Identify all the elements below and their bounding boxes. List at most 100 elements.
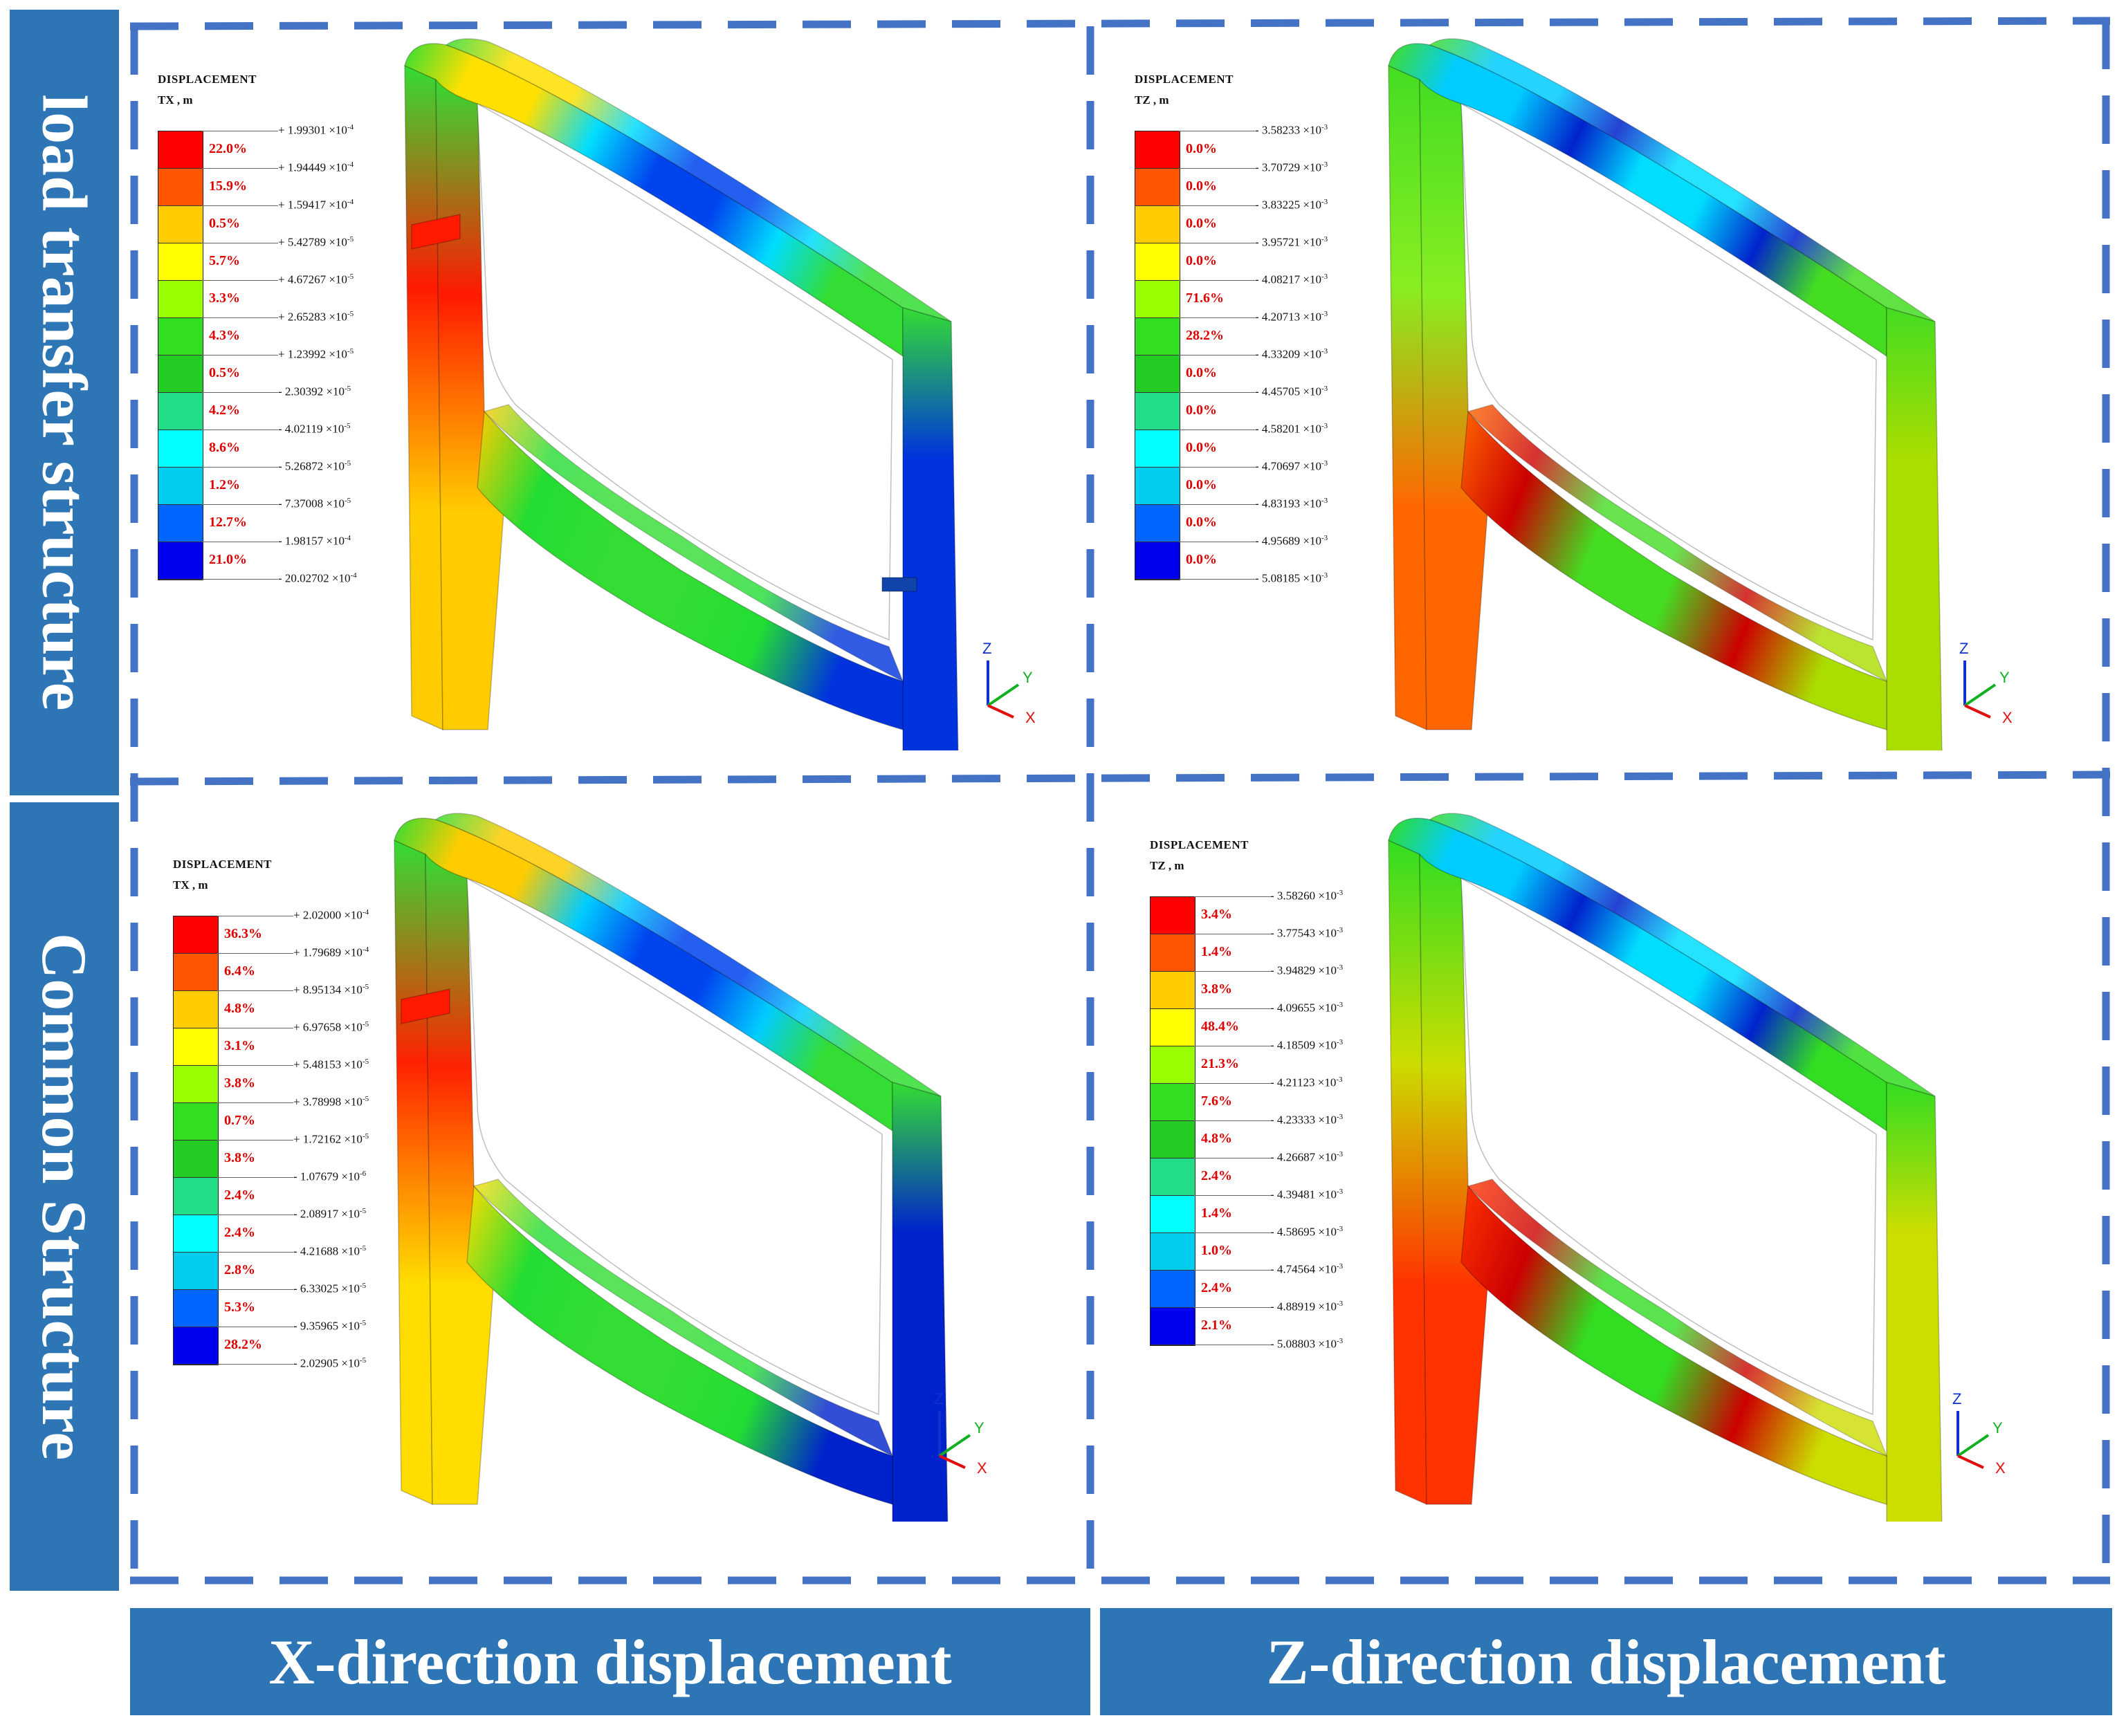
legend-percent: 28.2%	[1186, 328, 1224, 343]
legend-percent: 1.2%	[209, 477, 240, 492]
legend-component: TZ , m	[1150, 859, 1184, 872]
legend-swatch	[1135, 243, 1180, 281]
legend-swatch	[174, 954, 218, 991]
legend-value: + 2.02000 ×10-4	[293, 908, 369, 922]
axis-arrows	[1957, 1411, 1990, 1469]
bottom-beam-front	[1460, 1185, 1887, 1505]
top-beam-top	[445, 38, 952, 322]
bottom-beam-top	[1467, 1179, 1888, 1457]
frame-opening	[1460, 102, 1877, 641]
legend-percent: 36.3%	[224, 926, 262, 941]
z-axis-label: Z	[1952, 1390, 1962, 1407]
legend-value: - 6.33025 ×10-5	[293, 1282, 367, 1295]
legend-tick	[1194, 1083, 1270, 1084]
legend-tick	[1194, 1120, 1270, 1121]
legend-swatch	[158, 393, 203, 430]
legend-value: - 4.21688 ×10-5	[293, 1244, 367, 1258]
legend-value: - 3.58233 ×10-3	[1255, 123, 1328, 137]
legend-value: + 4.67267 ×10-5	[278, 273, 354, 286]
y-axis-label: Y	[974, 1419, 984, 1437]
contour-legend: DISPLACEMENT TX , m 22.0% 15.9% 0.5% 5.7% 3.3%…	[158, 73, 407, 600]
legend-swatch	[1151, 972, 1195, 1009]
legend-swatch	[1135, 169, 1180, 206]
x-axis-label: X	[1995, 1459, 2006, 1477]
legend-percent: 1.4%	[1201, 1206, 1232, 1221]
legend-value: - 7.37008 ×10-5	[278, 497, 351, 510]
displacement-contour-model	[1388, 813, 1943, 1522]
legend-value: + 2.65283 ×10-5	[278, 310, 354, 324]
top-beam-top	[434, 813, 942, 1097]
legend-value: - 4.09655 ×10-3	[1270, 1001, 1344, 1015]
legend-title: DISPLACEMENT	[173, 858, 272, 871]
legend-swatch	[1135, 430, 1180, 468]
legend-percent: 5.7%	[209, 253, 240, 268]
legend-swatch	[1135, 318, 1180, 355]
legend-swatch	[1135, 542, 1180, 580]
legend-swatch	[1135, 355, 1180, 393]
legend-tick	[1194, 1195, 1270, 1196]
legend-percent: 7.6%	[1201, 1093, 1232, 1109]
legend-percent: 3.1%	[224, 1038, 255, 1053]
legend-swatch	[1151, 1196, 1195, 1233]
legend-value: + 8.95134 ×10-5	[293, 983, 369, 997]
legend-swatch	[1151, 1158, 1195, 1196]
axis-triad: Z Y X	[927, 1390, 1003, 1477]
legend-swatch	[158, 131, 203, 169]
bracket-right	[881, 577, 917, 592]
column-label-z: Z-direction displacement	[1100, 1608, 2112, 1715]
legend-percent: 0.0%	[1186, 253, 1217, 268]
legend-value: - 4.58695 ×10-3	[1270, 1225, 1344, 1239]
y-axis-arrow	[938, 1434, 971, 1457]
y-axis-arrow	[987, 683, 1020, 707]
legend-tick	[1179, 504, 1255, 505]
legend-swatch	[174, 1066, 218, 1103]
legend-tick	[1179, 205, 1255, 206]
legend-percent: 2.8%	[224, 1262, 255, 1277]
legend-percent: 12.7%	[209, 515, 247, 530]
legend-swatch	[158, 169, 203, 206]
legend-value: - 4.33209 ×10-3	[1255, 347, 1328, 361]
legend-value: - 4.70697 ×10-3	[1255, 459, 1328, 473]
axis-triad: Z Y X	[1952, 640, 2028, 726]
legend-tick	[217, 990, 293, 991]
legend-value: - 4.74564 ×10-3	[1270, 1262, 1344, 1276]
legend-tick	[217, 1364, 293, 1365]
y-axis-arrow	[1963, 683, 1997, 707]
legend-percent: 0.0%	[1186, 403, 1217, 418]
legend-swatch	[1151, 1046, 1195, 1084]
legend-percent: 3.8%	[224, 1150, 255, 1165]
displacement-contour-model	[394, 813, 949, 1522]
legend-tick	[1179, 168, 1255, 169]
legend-value: + 1.79689 ×10-4	[293, 945, 369, 959]
legend-percent: 48.4%	[1201, 1019, 1239, 1034]
legend-value: - 3.58260 ×10-3	[1270, 889, 1344, 903]
legend-swatch	[1151, 1121, 1195, 1158]
legend-percent: 0.5%	[209, 216, 240, 231]
y-axis-arrow	[1957, 1434, 1990, 1457]
legend-percent: 2.4%	[1201, 1280, 1232, 1295]
bottom-beam-front	[1460, 410, 1887, 730]
legend-value: - 4.58201 ×10-3	[1255, 422, 1328, 436]
legend-tick	[202, 467, 278, 468]
legend-percent: 2.4%	[224, 1188, 255, 1203]
column-label-x: X-direction displacement	[130, 1608, 1090, 1715]
row-label-common: Common Structure	[10, 802, 119, 1591]
legend-swatch	[1151, 1271, 1195, 1308]
top-beam-top	[1429, 813, 1936, 1097]
legend-tick	[217, 1102, 293, 1103]
frame-opening	[477, 102, 893, 641]
legend-swatch	[174, 1178, 218, 1215]
legend-percent: 2.4%	[224, 1225, 255, 1240]
legend-value: - 4.39481 ×10-3	[1270, 1188, 1344, 1201]
legend-value: - 2.02905 ×10-5	[293, 1356, 367, 1370]
legend-tick	[1194, 1008, 1270, 1009]
legend-percent: 4.8%	[224, 1001, 255, 1016]
legend-tick	[1194, 971, 1270, 972]
x-axis-arrow	[1964, 704, 1991, 719]
legend-value: - 4.26687 ×10-3	[1270, 1150, 1344, 1164]
legend-value: - 4.08217 ×10-3	[1255, 273, 1328, 286]
legend-swatch	[1135, 206, 1180, 243]
legend-tick	[1179, 392, 1255, 393]
legend-value: - 3.77543 ×10-3	[1270, 926, 1344, 940]
